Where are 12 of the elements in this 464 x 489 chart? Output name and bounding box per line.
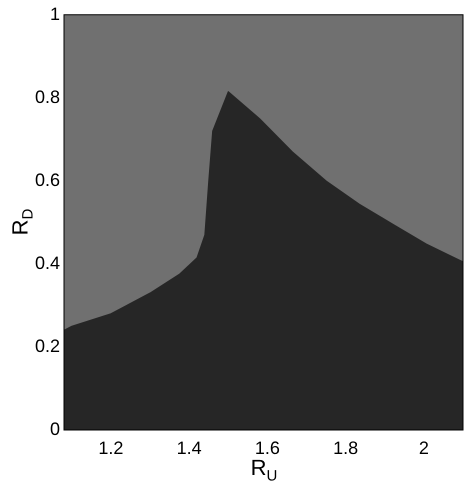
y-tick-label: 0.2 xyxy=(34,336,60,356)
x-tick-label: 1.6 xyxy=(254,438,280,458)
y-tick-label: 0.8 xyxy=(34,86,60,107)
y-tick-label: 1 xyxy=(50,4,60,24)
x-tick-label: 1.4 xyxy=(176,438,202,458)
y-tick-label: 0.6 xyxy=(34,170,60,190)
x-tick-label: 1.8 xyxy=(333,438,358,458)
x-tick-label: 2 xyxy=(418,438,429,458)
y-tick-label: 0.4 xyxy=(34,252,60,273)
x-axis-title: R$_{U}$ xyxy=(250,455,278,484)
y-tick-label: 0 xyxy=(50,418,60,439)
x-tick-label: 1.2 xyxy=(98,438,124,458)
